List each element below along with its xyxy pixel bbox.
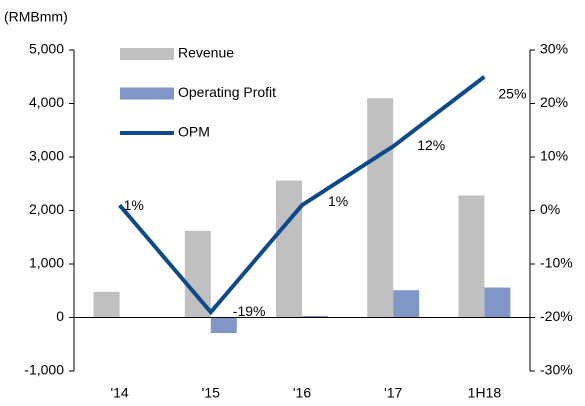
bar xyxy=(184,230,211,318)
bar xyxy=(458,195,485,318)
x-tick-label: '15 xyxy=(202,385,220,401)
y2-tick-label: -30% xyxy=(540,362,573,378)
y2-tick-label: 10% xyxy=(540,148,568,164)
y-tick-label: 1,000 xyxy=(29,255,64,271)
bar xyxy=(302,315,328,318)
y2-tick-label: 30% xyxy=(540,41,568,57)
bar xyxy=(484,287,511,318)
data-label: -19% xyxy=(233,303,266,319)
y-tick-label: 3,000 xyxy=(29,148,64,164)
y-tick-label: -1,000 xyxy=(24,362,64,378)
y-axis-unit: (RMBmm) xyxy=(4,9,68,25)
y2-tick-label: -20% xyxy=(540,308,573,324)
y2-tick-label: 0% xyxy=(540,201,560,217)
bar xyxy=(210,317,237,334)
y2-tick-label: 20% xyxy=(540,94,568,110)
data-label: 25% xyxy=(498,85,526,101)
y2-tick-label: -10% xyxy=(540,255,573,271)
bar xyxy=(276,180,302,318)
x-tick-label: '17 xyxy=(384,385,402,401)
legend-label: Revenue xyxy=(178,45,234,61)
x-tick-label: 1H18 xyxy=(468,385,502,401)
x-tick-label: '16 xyxy=(293,385,311,401)
y-tick-label: 0 xyxy=(56,308,64,324)
bar xyxy=(393,290,420,318)
legend-label: OPM xyxy=(178,124,210,140)
bar xyxy=(93,291,120,318)
bar xyxy=(367,98,394,318)
x-tick-label: '14 xyxy=(110,385,128,401)
y-tick-label: 5,000 xyxy=(29,41,64,57)
line-series xyxy=(118,75,486,316)
legend-swatch xyxy=(120,87,174,100)
y-tick-label: 2,000 xyxy=(29,201,64,217)
legend-swatch xyxy=(120,48,174,60)
y-tick-label: 4,000 xyxy=(29,94,64,110)
data-label: 1% xyxy=(124,197,144,213)
data-label: 1% xyxy=(328,193,348,209)
data-label: 12% xyxy=(417,137,445,153)
legend-label: Operating Profit xyxy=(178,84,276,100)
